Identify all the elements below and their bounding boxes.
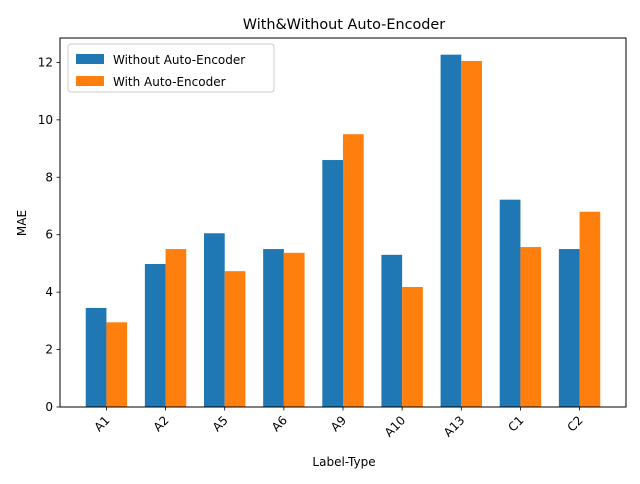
bar-with-a9 <box>343 134 364 407</box>
legend-label-without: Without Auto-Encoder <box>113 53 245 67</box>
y-tick-label: 10 <box>38 113 53 127</box>
bar-without-a2 <box>144 263 166 407</box>
y-tick-label: 12 <box>38 55 53 69</box>
bar-with-a10 <box>402 286 423 407</box>
y-tick-label: 0 <box>45 400 53 414</box>
x-axis-label: Label-Type <box>312 455 375 469</box>
bar-without-a1 <box>85 307 107 407</box>
legend-swatch-with <box>76 76 104 86</box>
bars-group <box>85 54 601 407</box>
bar-with-a5 <box>224 271 246 407</box>
bar-with-a2 <box>165 249 187 407</box>
y-tick-label: 6 <box>45 228 53 242</box>
bar-without-a10 <box>381 254 403 407</box>
legend-label-with: With Auto-Encoder <box>113 75 226 89</box>
legend-swatch-without <box>76 54 104 64</box>
bar-with-a1 <box>106 322 128 407</box>
chart-title: With&Without Auto-Encoder <box>243 17 446 33</box>
bar-with-a6 <box>283 252 305 407</box>
legend: Without Auto-Encoder With Auto-Encoder <box>67 43 275 93</box>
bar-without-c1 <box>499 199 521 407</box>
y-tick-label: 4 <box>45 285 53 299</box>
y-axis-label: MAE <box>15 210 29 236</box>
y-axis-ticks: 0 2 4 6 8 10 12 <box>38 55 60 414</box>
plot-frame <box>59 37 627 408</box>
bar-without-a13 <box>440 54 462 407</box>
bar-without-a6 <box>263 249 284 407</box>
bar-without-c2 <box>558 249 580 407</box>
x-axis-ticks: A1 A2 A5 A6 A9 A10 A13 C1 C2 <box>91 407 586 440</box>
bar-without-a5 <box>204 233 225 407</box>
bar-with-a13 <box>461 60 482 407</box>
y-tick-label: 2 <box>45 343 53 357</box>
bar-with-c1 <box>520 247 542 407</box>
y-tick-label: 8 <box>45 170 53 184</box>
bar-without-a9 <box>322 160 343 407</box>
bar-with-c2 <box>579 211 601 407</box>
legend-box <box>67 43 275 93</box>
